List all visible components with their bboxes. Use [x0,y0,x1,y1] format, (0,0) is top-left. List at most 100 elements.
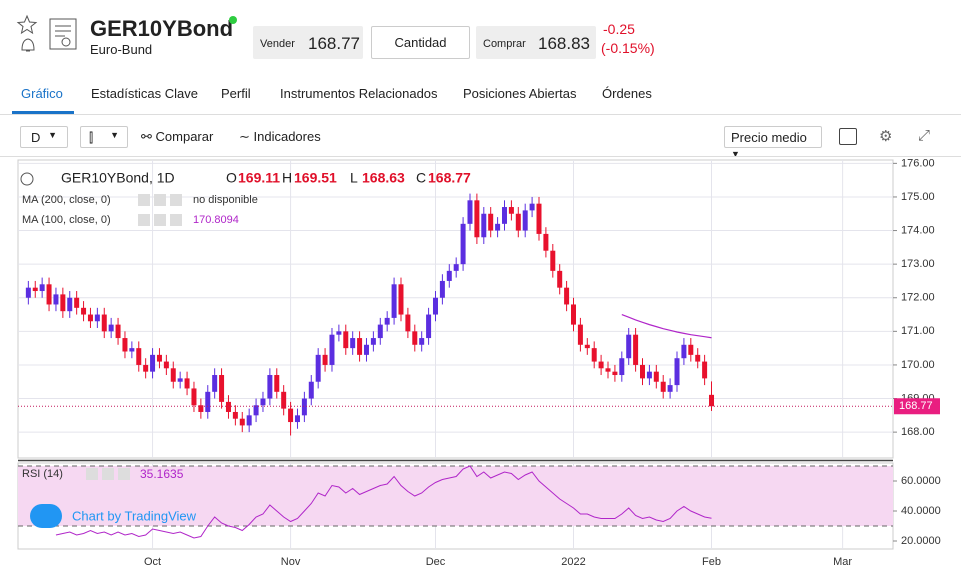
candle-body [156,354,162,362]
tab[interactable]: Estadísticas Clave [91,86,198,101]
ohlc-value: 168.77 [428,170,471,186]
candle-body [67,297,73,312]
legend-button[interactable] [86,468,98,480]
tab[interactable]: Posiciones Abiertas [463,86,577,101]
y-tick-label: 176.00 [901,158,935,169]
candle-body [219,375,225,402]
candle-body [336,331,342,335]
candle-body [660,381,666,392]
rsi-title: RSI (14) [22,468,63,480]
candle-body [674,358,680,386]
candle-body [577,324,583,345]
candle-body [177,378,183,382]
candle-body [640,364,646,379]
candle-body [453,264,459,271]
alert-icon[interactable] [21,38,35,52]
candle-body [350,338,356,349]
legend-button[interactable] [170,214,182,226]
quantity-input[interactable]: Cantidad [371,26,470,59]
tab[interactable]: Perfil [221,86,251,101]
candle-body [143,364,149,372]
price-pane [17,159,894,459]
tab[interactable]: Instrumentos Relacionados [280,86,438,101]
chart-style-select[interactable]: ⫿ ▼ [80,126,128,148]
candle-body [667,385,673,392]
candle-body [488,213,494,231]
candle-body [239,418,245,426]
sell-box[interactable]: Vender 168.77 [253,26,363,59]
y-tick-label: 174.00 [901,224,935,236]
ohlc-key: L [350,170,358,186]
candle-body [446,270,452,281]
candle-body [122,338,128,352]
buy-box[interactable]: Comprar 168.83 [476,26,596,59]
doc-icon[interactable] [49,18,77,50]
candle-body [550,250,556,271]
rsi-value: 35.1635 [140,467,184,481]
checkbox[interactable] [839,128,857,145]
candle-body [281,391,287,409]
watch-icon[interactable] [16,14,38,35]
candle-body [94,314,100,322]
legend-button[interactable] [138,194,150,206]
legend-button[interactable] [102,468,114,480]
legend-button[interactable] [154,214,166,226]
candle-body [626,334,632,359]
fullscreen-icon[interactable]: ⤢ [918,127,931,144]
candle-body [150,354,156,372]
y-tick-label: 173.00 [901,258,935,270]
candle-body [129,348,135,352]
y-tick-label: 168.00 [901,426,935,438]
ohlc-value: 169.11 [238,170,280,186]
last-price-box [894,398,940,415]
candle-body [253,405,259,416]
separator [0,114,961,115]
candle-body [571,304,577,325]
candle-body [646,371,652,379]
legend-button[interactable] [118,468,130,480]
candle-body [709,394,715,407]
candle-body [398,284,404,315]
candle-body [612,371,618,376]
tab[interactable]: Gráfico [21,86,63,101]
y-tick-label: 170.00 [901,359,935,371]
candle-body [460,223,466,265]
candle-body [191,388,197,406]
candle-body [633,334,639,365]
compare-button[interactable]: ⚯ Comparar [141,129,214,144]
ohlc-key: H [282,170,292,186]
candle-body [681,344,687,359]
legend-button[interactable] [138,214,150,226]
legend-button[interactable] [154,194,166,206]
indicators-button[interactable]: ∼ Indicadores [239,129,321,144]
last-price-label: 168.77 [899,400,933,412]
sell-price: 168.77 [308,34,360,53]
candle-body [384,317,390,325]
legend-title: GER10YBond, 1D [61,170,175,186]
y-tick-label: 172.00 [901,292,935,304]
tab[interactable]: Órdenes [602,86,652,101]
candle-body [529,203,535,211]
candle-body [619,358,625,376]
candle-body [46,284,52,305]
interval-select[interactable]: D ▼ [20,126,68,148]
ma200-status: no disponible [193,194,258,206]
candle-body [377,324,383,339]
ohlc-key: C [416,170,426,186]
price-type-select[interactable]: Precio medio ▼ [724,126,822,159]
candle-body [591,348,597,362]
candle-body [322,354,328,365]
candle-body [536,203,542,234]
indicators-label: Indicadores [253,129,321,144]
candle-body [439,280,445,298]
legend-button[interactable] [170,194,182,206]
separator [0,156,961,157]
candle-body [426,314,432,339]
candle-body [232,411,238,419]
candle-body [432,297,438,315]
interval: D [31,130,41,145]
instrument-name: Euro-Bund [90,42,153,57]
candle-body [308,381,314,399]
candle-body [32,287,38,292]
settings-icon[interactable]: ⚙ [879,128,893,145]
